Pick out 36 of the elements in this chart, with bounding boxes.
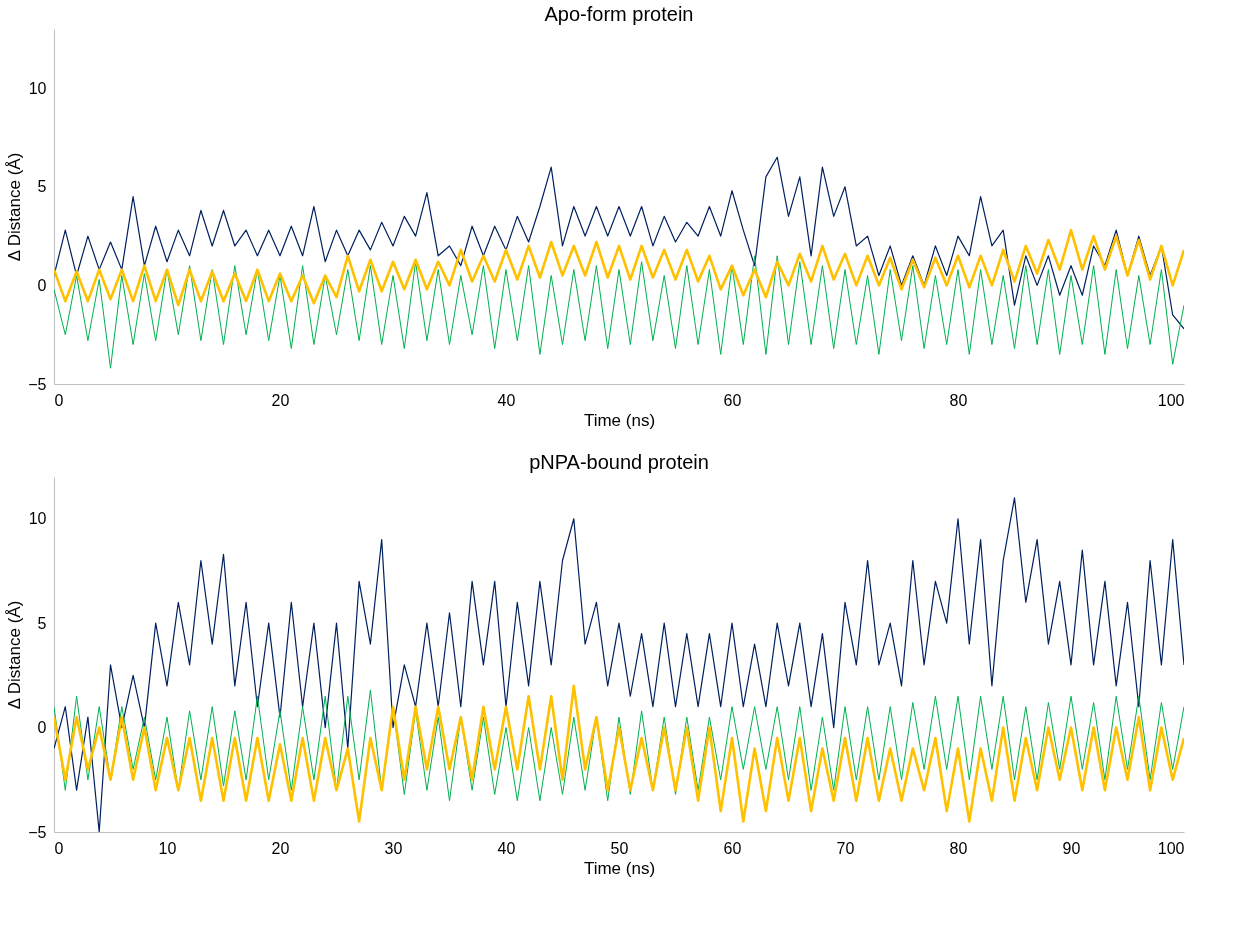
line-series xyxy=(54,684,1184,823)
x-tick-label: 20 xyxy=(271,839,290,857)
x-tick-label: 40 xyxy=(497,391,516,409)
x-tick-label: 100 xyxy=(1157,839,1185,857)
y-axis-title: Δ Distance (Å) xyxy=(5,152,25,262)
x-tick-label: 60 xyxy=(723,391,742,409)
y-tick-label: 10 xyxy=(28,79,47,97)
x-tick-label: 30 xyxy=(384,839,403,857)
x-tick-label: 80 xyxy=(949,391,968,409)
y-tick-label: 0 xyxy=(37,719,47,737)
y-tick-label: −5 xyxy=(28,375,47,393)
x-tick-label: 80 xyxy=(949,839,968,857)
line-series xyxy=(54,156,1184,330)
x-tick-label: 0 xyxy=(54,391,64,409)
x-tick-label: 10 xyxy=(158,839,177,857)
y-tick-label: −5 xyxy=(28,823,47,841)
line-series xyxy=(54,255,1184,369)
y-tick-label: 5 xyxy=(37,178,47,196)
y-tick-label: 5 xyxy=(37,614,47,632)
x-tick-label: 90 xyxy=(1062,839,1081,857)
x-axis-title: Time (ns) xyxy=(583,410,656,430)
y-tick-label: 0 xyxy=(37,276,47,294)
line-series xyxy=(54,228,1184,307)
y-tick-label: 10 xyxy=(28,510,47,528)
x-axis-title: Time (ns) xyxy=(583,858,656,878)
x-tick-label: 40 xyxy=(497,839,516,857)
x-tick-label: 100 xyxy=(1157,391,1185,409)
chart-title: Apo-form protein xyxy=(544,3,694,25)
y-axis-title: Δ Distance (Å) xyxy=(5,600,25,710)
x-tick-label: 0 xyxy=(54,839,64,857)
line-series xyxy=(54,689,1184,802)
x-tick-label: 70 xyxy=(836,839,855,857)
chart-title: pNPA-bound protein xyxy=(529,451,709,473)
x-tick-label: 50 xyxy=(610,839,629,857)
x-tick-label: 60 xyxy=(723,839,742,857)
x-tick-label: 20 xyxy=(271,391,290,409)
